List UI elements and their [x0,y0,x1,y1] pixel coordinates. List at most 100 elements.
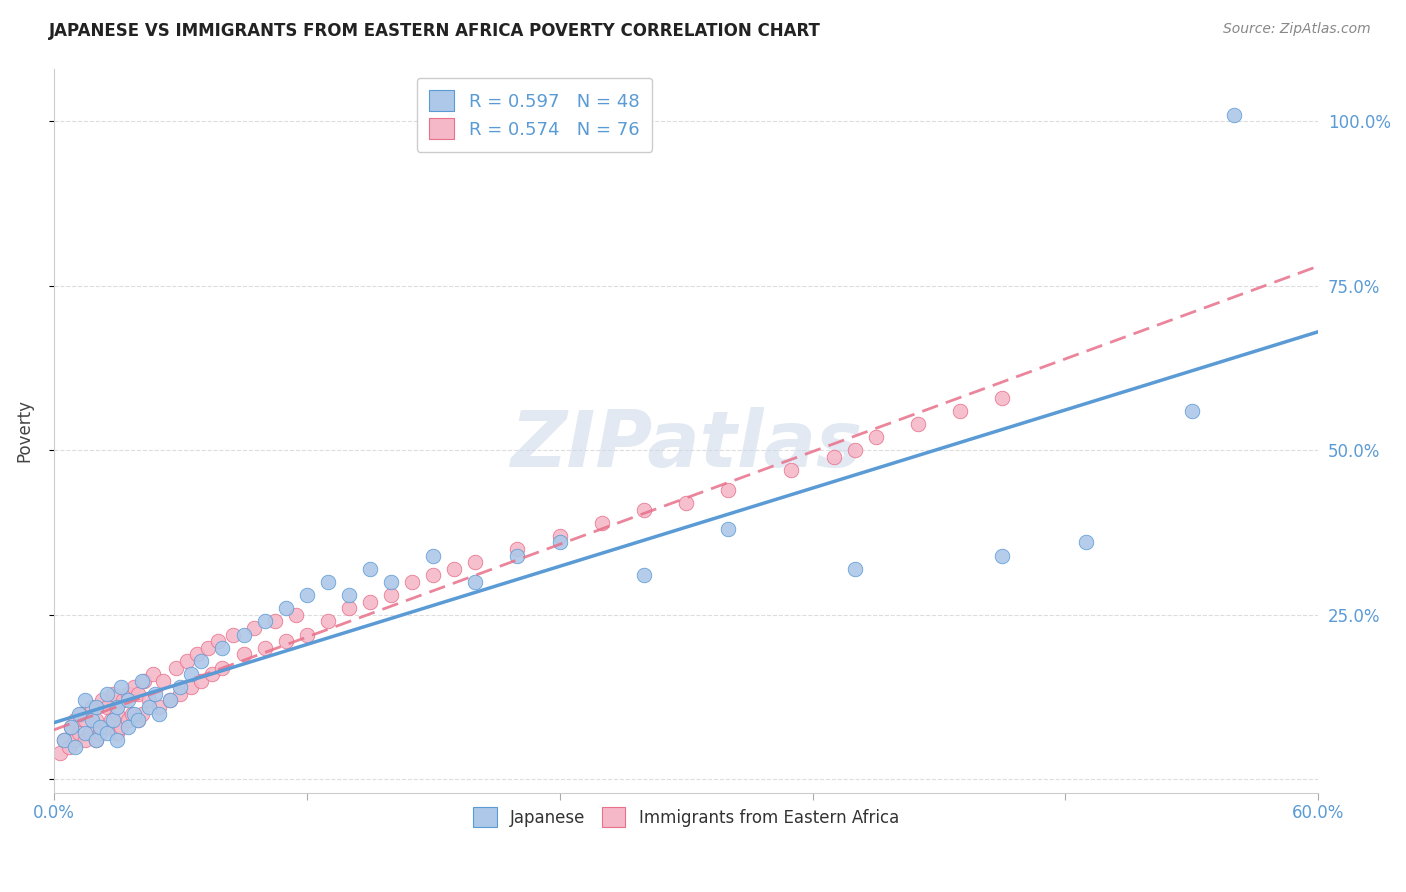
Point [121,706,143,721]
Point [823,450,845,464]
Point [1223,107,1246,121]
Point [138,700,160,714]
Point [117,713,139,727]
Point [79,726,101,740]
Point [675,496,697,510]
Point [91,693,114,707]
Point [274,634,297,648]
Point [89,720,111,734]
Point [100,713,122,727]
Point [105,706,128,721]
Point [717,483,740,497]
Point [84,700,107,714]
Point [232,648,254,662]
Point [422,549,444,563]
Point [127,713,149,727]
Point [148,700,170,714]
Point [53,733,76,747]
Point [67,726,90,740]
Point [717,522,740,536]
Point [110,681,132,695]
Point [63,733,86,747]
Point [232,628,254,642]
Point [991,549,1014,563]
Point [443,562,465,576]
Point [274,601,297,615]
Legend: Japanese, Immigrants from Eastern Africa: Japanese, Immigrants from Eastern Africa [465,799,907,835]
Point [844,443,866,458]
Point [316,574,339,589]
Point [633,502,655,516]
Point [96,720,118,734]
Point [122,681,145,695]
Point [117,687,139,701]
Point [84,733,107,747]
Point [865,430,887,444]
Point [422,568,444,582]
Point [380,574,402,589]
Point [907,417,929,431]
Point [337,601,360,615]
Point [359,595,381,609]
Point [122,706,145,721]
Point [211,660,233,674]
Point [201,667,224,681]
Point [295,588,318,602]
Point [253,615,276,629]
Point [127,687,149,701]
Point [359,562,381,576]
Point [101,687,124,701]
Point [84,713,107,727]
Point [197,640,219,655]
Point [253,640,276,655]
Text: Source: ZipAtlas.com: Source: ZipAtlas.com [1223,22,1371,37]
Point [506,542,529,557]
Point [75,726,97,740]
Point [131,706,153,721]
Point [264,615,287,629]
Point [844,562,866,576]
Point [169,687,191,701]
Point [591,516,613,530]
Point [222,628,245,642]
Point [1181,404,1204,418]
Point [105,726,128,740]
Point [548,535,571,549]
Point [75,693,97,707]
Point [75,713,97,727]
Point [67,706,90,721]
Point [991,391,1014,405]
Point [58,739,80,754]
Point [180,681,202,695]
Point [464,555,486,569]
Point [80,713,103,727]
Point [143,687,166,701]
Point [80,700,103,714]
Point [165,660,187,674]
Point [243,621,266,635]
Point [295,628,318,642]
Point [96,726,118,740]
Point [59,720,82,734]
Text: ZIPatlas: ZIPatlas [510,407,862,483]
Point [285,607,308,622]
Point [211,640,233,655]
Point [101,713,124,727]
Point [127,713,149,727]
Point [138,693,160,707]
Point [59,720,82,734]
Text: JAPANESE VS IMMIGRANTS FROM EASTERN AFRICA POVERTY CORRELATION CHART: JAPANESE VS IMMIGRANTS FROM EASTERN AFRI… [49,22,821,40]
Point [84,733,107,747]
Point [110,720,132,734]
Point [89,726,111,740]
Point [53,733,76,747]
Point [506,549,529,563]
Point [105,733,128,747]
Point [207,634,229,648]
Point [63,739,86,754]
Point [337,588,360,602]
Point [949,404,972,418]
Point [134,673,156,688]
Point [142,667,165,681]
Point [131,673,153,688]
